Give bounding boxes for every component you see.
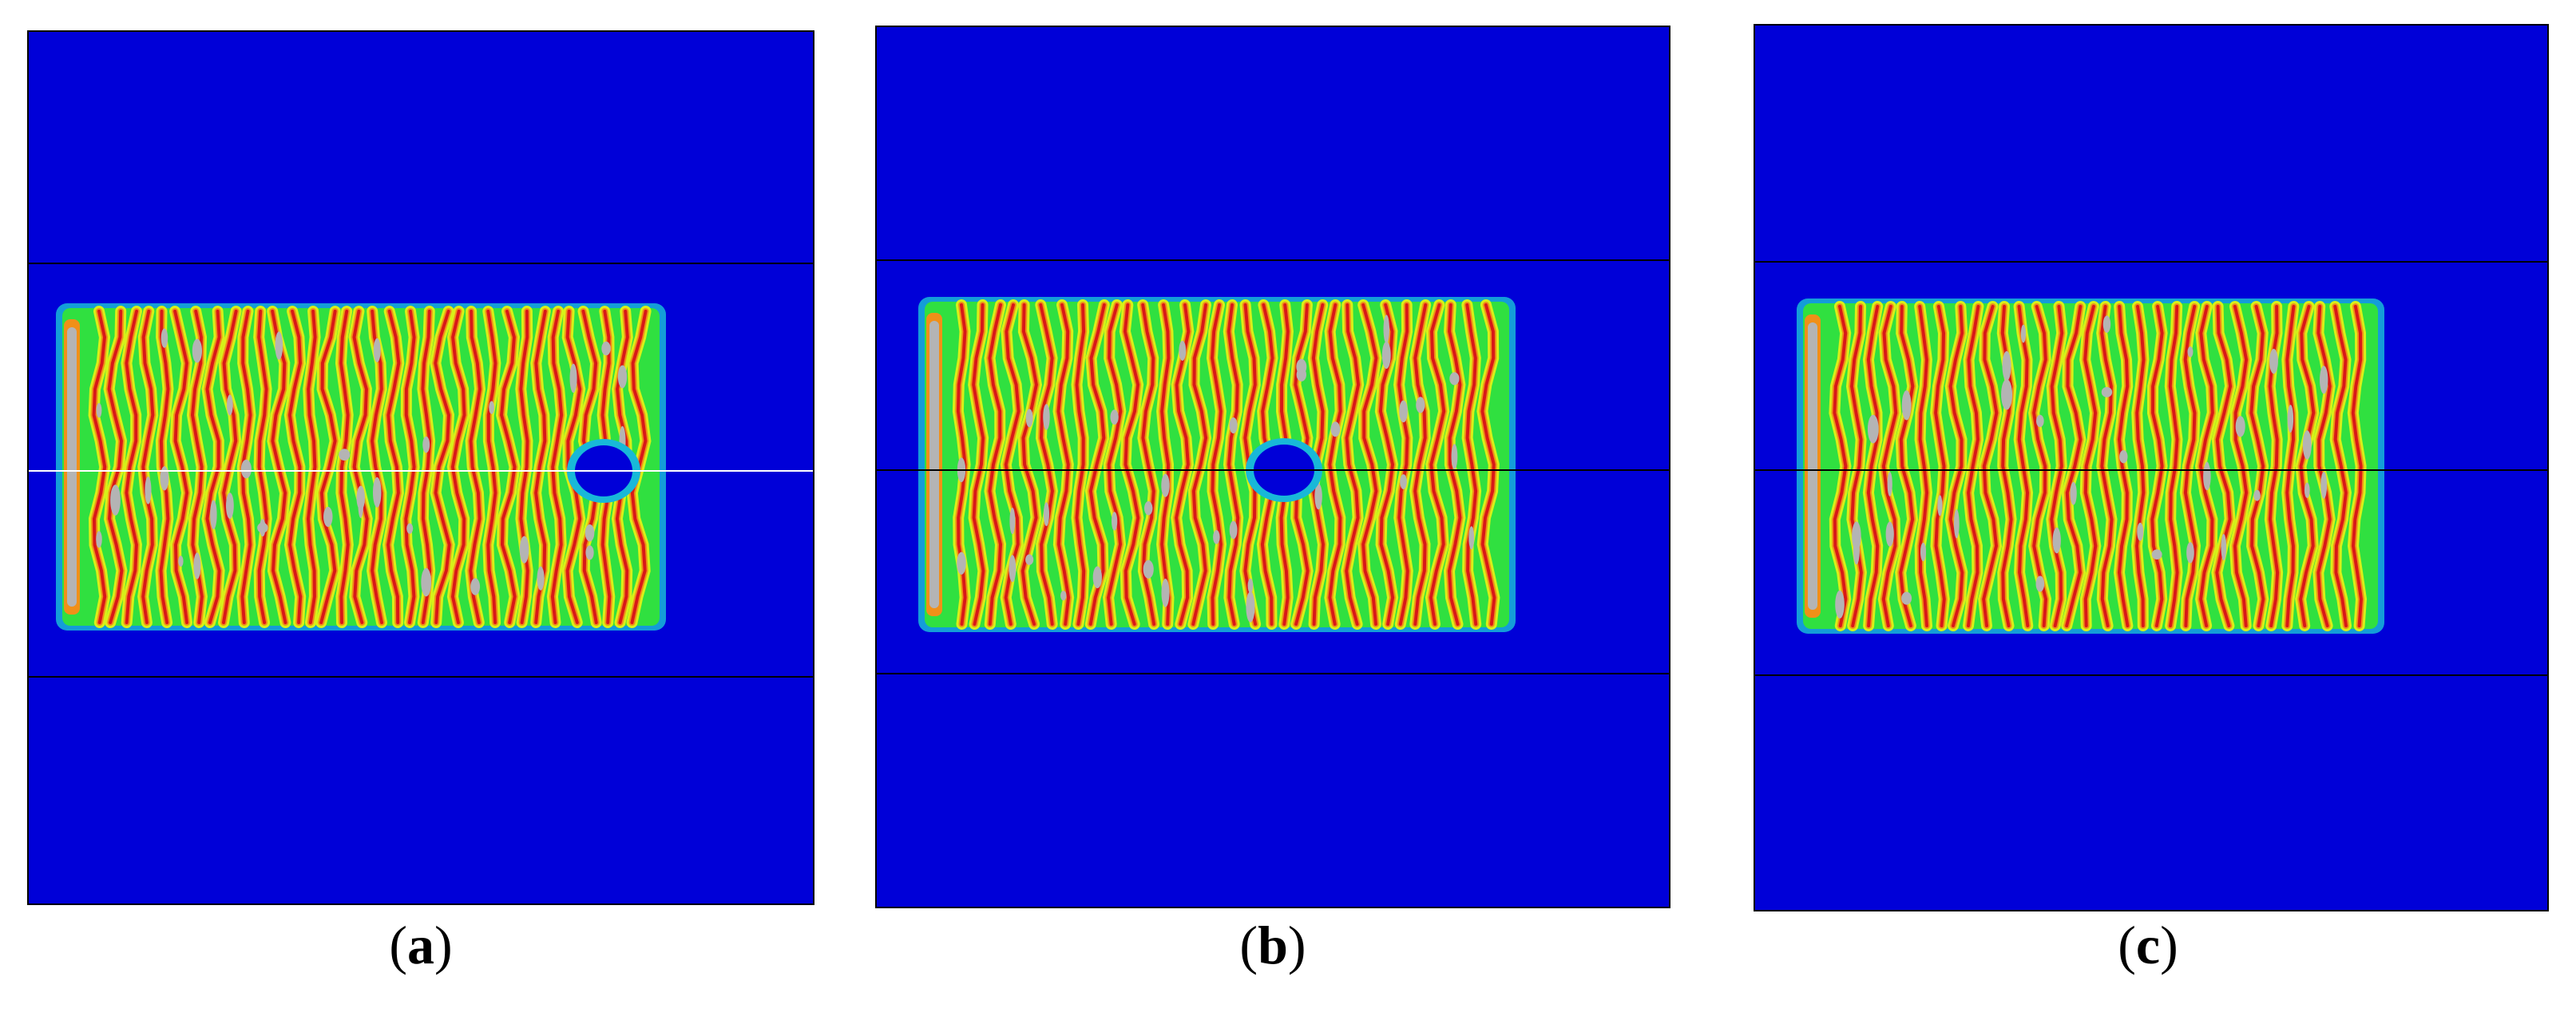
caption-a: (a) (389, 915, 453, 975)
layer-boundaries (29, 263, 813, 678)
caption-b: (b) (1239, 915, 1306, 975)
panel-a (27, 30, 814, 905)
contour-field (1797, 299, 2384, 634)
contour-field (918, 297, 1516, 632)
contour-plot-b (877, 259, 1669, 674)
panel-b (875, 26, 1670, 908)
panel-c (1754, 24, 2549, 911)
contour-field (56, 303, 666, 631)
caption-c: (c) (2118, 915, 2178, 975)
contour-plot-a (29, 263, 813, 678)
contour-plot-c (1755, 261, 2547, 676)
layer-boundaries (1755, 261, 2547, 676)
layer-boundaries (877, 259, 1669, 674)
